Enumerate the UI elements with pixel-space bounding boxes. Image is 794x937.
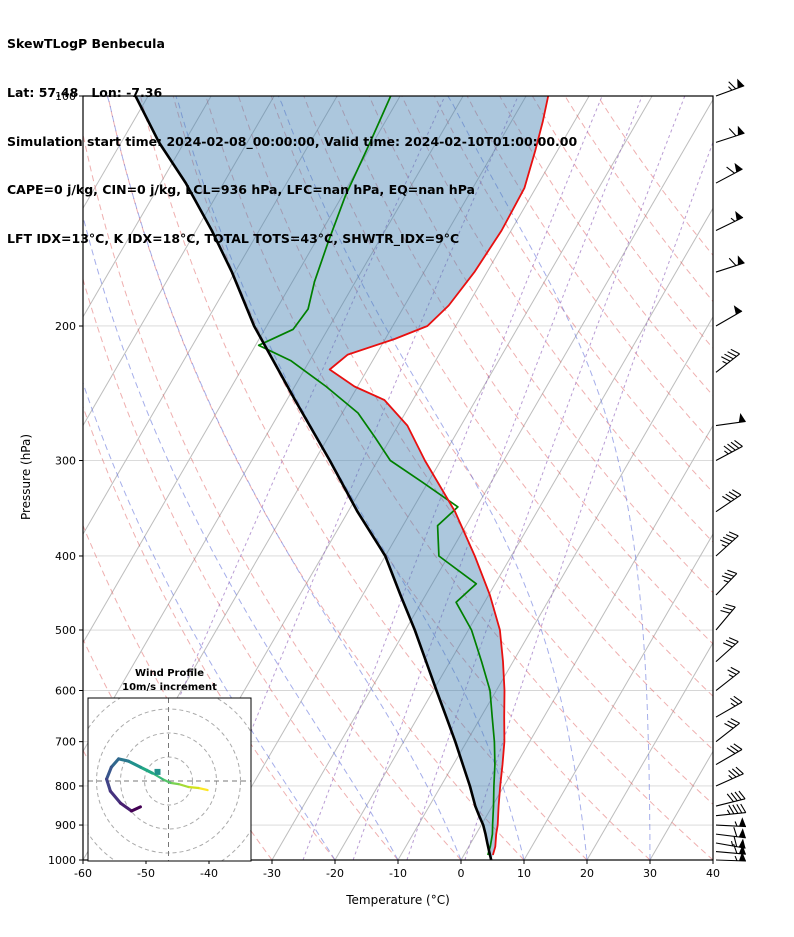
temperature-tick-label: -30 xyxy=(263,867,281,880)
temperature-axis-label: Temperature (°C) xyxy=(346,893,450,907)
hodograph-storm-marker xyxy=(154,768,161,775)
pressure-tick-label: 300 xyxy=(55,455,76,468)
pressure-tick-label: 800 xyxy=(55,780,76,793)
temperature-tick-label: 10 xyxy=(517,867,531,880)
hodograph-path-segment xyxy=(118,801,134,813)
pressure-tick-label: 200 xyxy=(55,320,76,333)
parcel-curve xyxy=(134,96,493,860)
temperature-tick-label: 20 xyxy=(580,867,594,880)
temperature-tick-label: -60 xyxy=(74,867,92,880)
hodograph-path-segment xyxy=(161,777,172,785)
header-indices-2: LFT IDX=13°C, K IDX=18°C, TOTAL TOTS=43°… xyxy=(7,230,460,246)
pressure-tick-label: 900 xyxy=(55,819,76,832)
temperature-tick-label: -50 xyxy=(137,867,155,880)
header-times: Simulation start time: 2024-02-08_00:00:… xyxy=(7,133,578,149)
dewpoint-curve xyxy=(257,96,496,856)
wind-barbs xyxy=(715,78,747,862)
pressure-tick-label: 1000 xyxy=(48,854,76,867)
moist-adiabats xyxy=(83,96,713,860)
hodograph-path-segment xyxy=(187,785,200,790)
header-indices-1: CAPE=0 j/kg, CIN=0 j/kg, LCL=936 hPa, LF… xyxy=(7,182,475,198)
hodograph-path-segment xyxy=(177,782,190,789)
pressure-tick-label: 700 xyxy=(55,736,76,749)
hodograph-path-segment xyxy=(151,771,164,781)
hodograph-path-segment xyxy=(129,805,142,813)
temperature-tick-label: -10 xyxy=(389,867,407,880)
hodograph-border xyxy=(87,697,252,862)
temperature-tick-label: -40 xyxy=(200,867,218,880)
temperature-tick-label: -20 xyxy=(326,867,344,880)
pressure-axis-label: Pressure (hPa) xyxy=(19,433,33,521)
chart-title: SkewTLogP Benbecula xyxy=(7,36,165,52)
hodograph-path-segment xyxy=(197,786,209,792)
hodograph-path-segment xyxy=(105,777,112,793)
hodograph-subtitle: 10m/s increment xyxy=(122,682,217,693)
pressure-tick-label: 500 xyxy=(55,624,76,637)
hodograph-path-segment xyxy=(109,757,121,769)
hodograph-title: Wind Profile xyxy=(135,668,204,679)
header-latlon: Lat: 57.48 Lon: -7.36 xyxy=(7,85,163,101)
hodograph-path-segment xyxy=(108,789,123,805)
hodograph-path-segment xyxy=(105,765,113,781)
pressure-tick-label: 400 xyxy=(55,550,76,563)
hodograph-path-segment xyxy=(138,765,154,775)
header-block: SkewTLogP Benbecula Lat: 57.48 Lon: -7.3… xyxy=(7,4,577,279)
hodograph-path-segment xyxy=(117,757,130,763)
temperature-tick-label: 0 xyxy=(458,867,465,880)
pressure-tick-label: 100 xyxy=(55,90,76,103)
pressure-tick-label: 600 xyxy=(55,685,76,698)
temperature-tick-label: 30 xyxy=(643,867,657,880)
temperature-curve xyxy=(328,96,550,856)
hodograph-path-segment xyxy=(126,759,142,769)
temperature-tick-label: 40 xyxy=(706,867,720,880)
hodograph-path-segment xyxy=(169,781,180,786)
hodograph-inset xyxy=(87,697,252,862)
